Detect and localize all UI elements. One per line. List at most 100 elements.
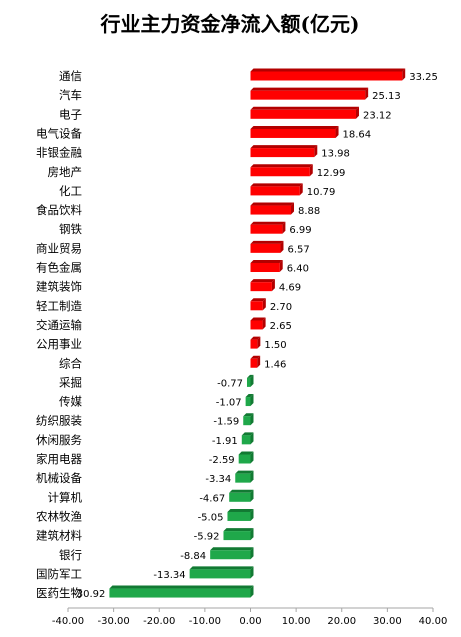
bar-front (250, 243, 281, 253)
bar-front (235, 473, 251, 483)
bar-side (291, 202, 295, 215)
value-label: 18.64 (343, 129, 372, 140)
category-label: 房地产 (48, 165, 83, 179)
bar-top (223, 528, 254, 532)
bar-建筑材料 (223, 528, 254, 541)
category-label: 采掘 (59, 375, 82, 389)
bar-front (223, 531, 251, 541)
category-label: 轻工制造 (36, 299, 82, 313)
bar-计算机 (229, 489, 254, 502)
bar-轻工制造 (250, 298, 266, 311)
bar-side (250, 413, 254, 426)
bar-side (280, 240, 284, 253)
category-label: 医药生物 (36, 586, 82, 600)
bar-front (250, 224, 283, 234)
bar-side (271, 279, 275, 292)
bar-front (109, 588, 251, 598)
category-label: 计算机 (48, 490, 83, 504)
value-label: -1.91 (212, 436, 238, 447)
category-label: 公用事业 (36, 337, 82, 351)
bar-电气设备 (250, 125, 339, 138)
bar-食品饮料 (250, 202, 295, 215)
value-labels-group: 33.25 25.13 23.12 18.64 13.98 12.99 10.79 8.88 6… (73, 72, 438, 600)
bar-综合 (250, 355, 261, 368)
bar-top (238, 451, 254, 455)
category-label: 机械设备 (36, 471, 82, 485)
bar-side (250, 585, 254, 598)
bar-side (355, 106, 359, 119)
x-tick-label: 30.00 (373, 616, 402, 627)
category-label: 汽车 (59, 88, 82, 102)
chart-title: 行业主力资金净流入额(亿元) (100, 12, 360, 36)
category-labels-group: 通信汽车电子电气设备非银金融房地产化工食品饮料钢铁商业贸易有色金属建筑装饰轻工制… (36, 69, 82, 600)
bar-top (246, 374, 254, 378)
category-label: 电气设备 (36, 126, 82, 140)
category-label: 商业贸易 (36, 241, 82, 255)
bar-top (245, 394, 254, 398)
bar-纺织服装 (243, 413, 254, 426)
category-label: 电子 (59, 107, 82, 121)
x-tick-label: 20.00 (327, 616, 356, 627)
x-tick-label: -20.00 (143, 616, 175, 627)
value-label: -5.92 (194, 532, 220, 543)
category-label: 休闲服务 (36, 433, 82, 447)
bar-side (257, 336, 261, 349)
bar-side (262, 298, 266, 311)
category-label: 钢铁 (59, 222, 82, 236)
bar-side (250, 508, 254, 521)
value-label: 1.46 (264, 359, 286, 370)
value-label: 6.57 (287, 244, 309, 255)
value-label: -8.84 (180, 551, 206, 562)
bar-传媒 (245, 394, 254, 407)
bar-房地产 (250, 164, 313, 177)
bar-top (250, 298, 266, 302)
category-label: 食品饮料 (36, 203, 82, 217)
bar-side (309, 164, 313, 177)
bar-家用电器 (238, 451, 254, 464)
bar-top (250, 279, 275, 283)
bar-银行 (210, 547, 254, 560)
bar-top (250, 336, 261, 340)
bar-front (189, 569, 251, 579)
bar-front (250, 71, 403, 81)
bar-front (250, 148, 315, 158)
value-label: 10.79 (307, 187, 336, 198)
bar-front (250, 339, 258, 349)
bar-top (250, 260, 283, 263)
bar-side (250, 528, 254, 541)
bar-建筑装饰 (250, 279, 275, 292)
category-label: 非银金融 (36, 146, 82, 160)
bar-side (257, 355, 261, 368)
value-label: 6.40 (287, 264, 309, 275)
bar-电子 (250, 106, 359, 119)
category-label: 建筑装饰 (36, 280, 82, 294)
bar-top (250, 317, 266, 321)
value-label: -1.59 (213, 417, 239, 428)
value-label: 1.50 (264, 340, 286, 351)
bar-front (250, 109, 356, 119)
x-tick-label: -40.00 (52, 616, 84, 627)
value-label: 8.88 (298, 206, 320, 217)
x-tick-label: -10.00 (189, 616, 221, 627)
bar-top (243, 413, 254, 417)
category-label: 国防军工 (36, 567, 82, 581)
bar-top (210, 547, 254, 551)
bar-front (245, 397, 251, 407)
value-label: -13.34 (153, 570, 185, 581)
bar-side (365, 87, 369, 100)
bar-top (250, 125, 339, 129)
bar-side (250, 470, 254, 483)
bar-front (250, 205, 292, 215)
bar-side (402, 68, 406, 81)
bar-top (250, 221, 286, 225)
bar-front (243, 416, 251, 426)
bar-side (250, 394, 254, 407)
value-label: 4.69 (279, 283, 301, 294)
bar-有色金属 (250, 260, 283, 272)
bar-front (246, 377, 251, 387)
value-label: 12.99 (317, 168, 346, 179)
bar-汽车 (250, 87, 369, 100)
value-label: -3.34 (205, 474, 231, 485)
bar-top (250, 145, 318, 149)
